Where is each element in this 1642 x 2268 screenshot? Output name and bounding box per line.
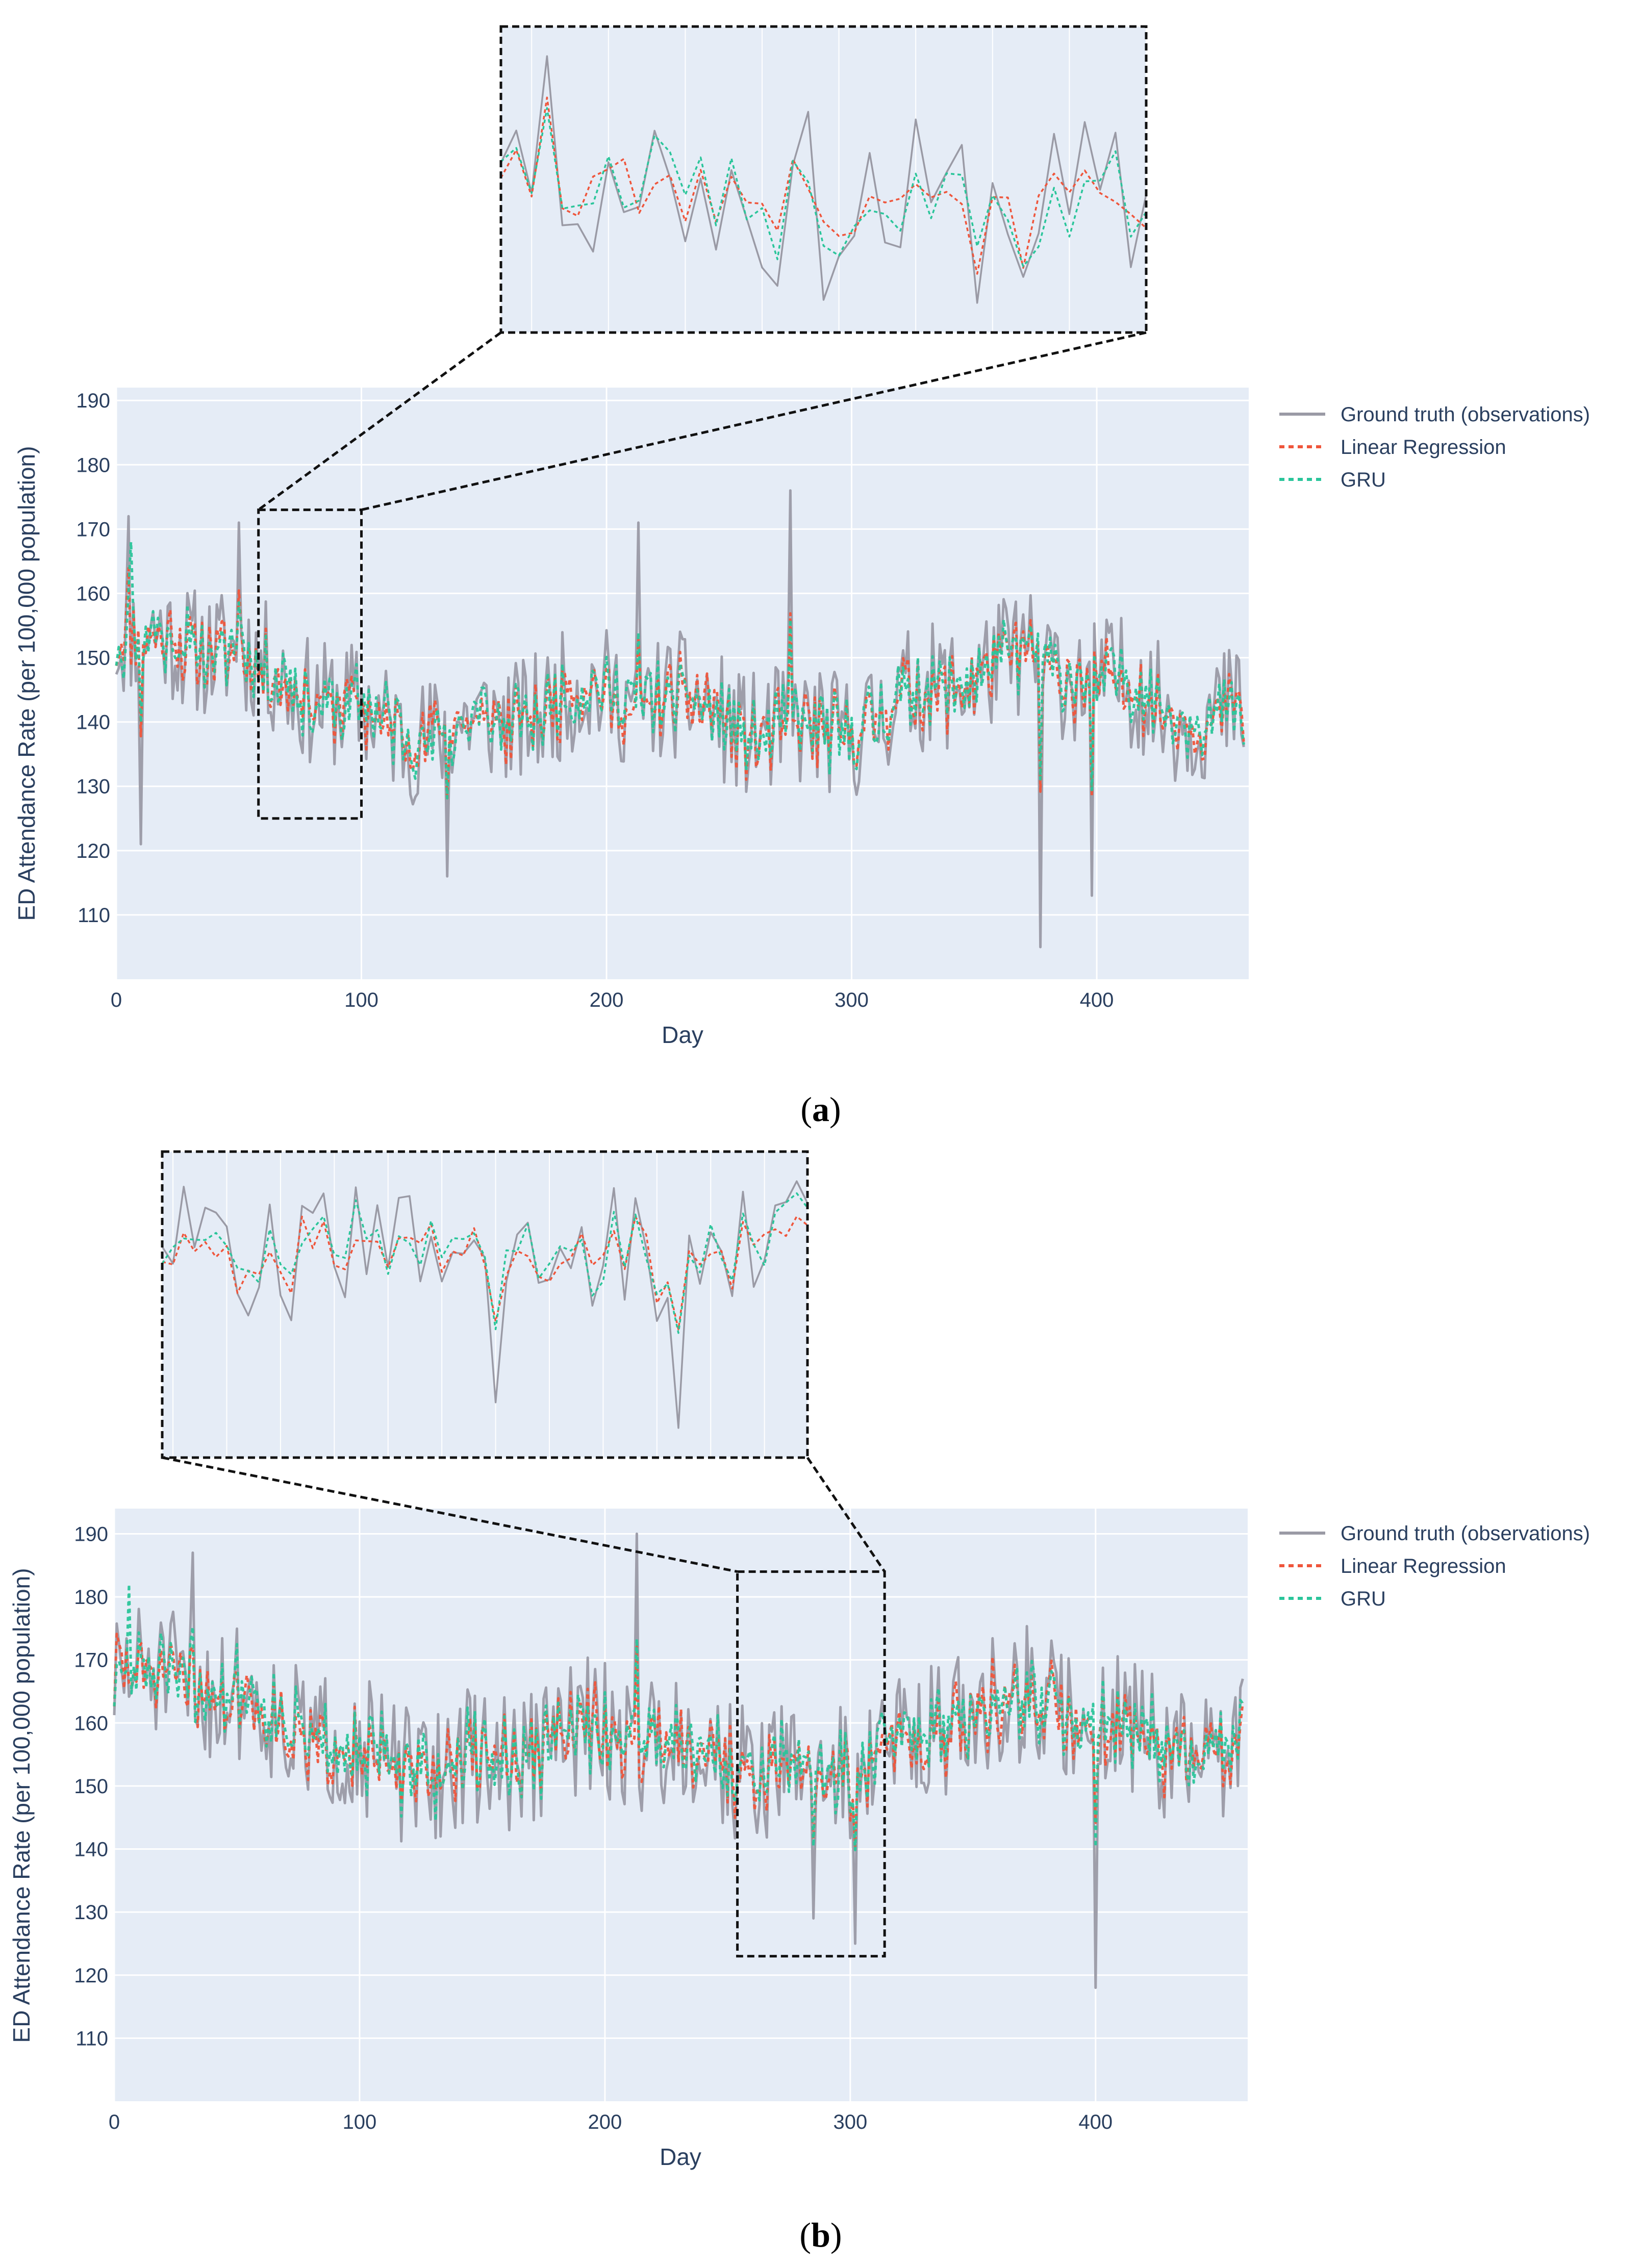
y-tick-label-a: 170 [76, 518, 110, 541]
series-line-linear-regression-a [115, 567, 1245, 802]
y-tick-label-b: 110 [75, 2027, 108, 2050]
zoom-rectangle-b [736, 1570, 886, 1958]
zoom-box-a [257, 25, 1148, 820]
series-line-ground-truth-b [113, 1532, 1244, 1989]
y-tick-label-b: 160 [74, 1712, 108, 1735]
inset-series-line-linear-regression-a [500, 96, 1147, 275]
legend-label-gru-a: GRU [1341, 469, 1386, 491]
x-axis-title-a: Day [662, 1022, 703, 1048]
y-tick-label-a: 190 [76, 390, 110, 412]
legend-label-ground-truth-b: Ground truth (observations) [1341, 1522, 1590, 1545]
connector-line-right-b [806, 1457, 886, 1573]
y-tick-label-a: 180 [76, 454, 110, 476]
panel-label-a: (a) [800, 1090, 841, 1129]
y-tick-label-a: 150 [76, 647, 110, 670]
y-tick-label-b: 170 [74, 1649, 108, 1672]
series-b [113, 1532, 1244, 1989]
inset-series-line-gru-b [161, 1192, 809, 1334]
plot-background-b [114, 1509, 1248, 2101]
y-tick-label-b: 120 [74, 1965, 108, 1987]
x-tick-label-b: 300 [833, 2111, 867, 2133]
connector-line-left-a [258, 331, 502, 511]
x-tick-label-a: 400 [1080, 989, 1114, 1011]
inset-frame-a [499, 25, 1148, 334]
ticks-a: 110 120 130 140 150 160 170 180 190 0 100 200 300 400 [76, 390, 1114, 1011]
legend-label-linear-regression-a: Linear Regression [1341, 436, 1506, 458]
y-tick-label-a: 160 [76, 582, 110, 605]
x-tick-label-a: 100 [344, 989, 378, 1011]
x-tick-label-b: 100 [343, 2111, 377, 2133]
x-tick-label-b: 0 [109, 2111, 120, 2133]
y-axis-title-b: ED Attendance Rate (per 100,000 populati… [8, 1568, 35, 2043]
legend-label-ground-truth-a: Ground truth (observations) [1341, 403, 1590, 426]
inset-frame-b [161, 1150, 809, 1459]
x-tick-label-a: 0 [111, 989, 122, 1011]
y-tick-label-b: 150 [74, 1775, 108, 1798]
series-line-gru-b [113, 1583, 1244, 1851]
inset-series-line-gru-a [500, 107, 1147, 268]
panel-a: 110 120 130 140 150 160 170 180 190 0 100 200 300 400… [13, 25, 1590, 1129]
inset-a [500, 27, 1147, 333]
legend-label-gru-b: GRU [1341, 1588, 1386, 1610]
legend-a: Ground truth (observations) Linear Regre… [1279, 403, 1590, 491]
y-tick-label-a: 120 [76, 840, 110, 862]
zoom-rectangle-a [257, 508, 363, 820]
series-a [115, 489, 1245, 949]
y-tick-label-a: 130 [76, 776, 110, 798]
x-axis-title-b: Day [660, 2144, 701, 2170]
inset-b [161, 1152, 809, 1458]
zoom-box-b [161, 1150, 886, 1958]
inset-series-line-ground-truth-a [500, 55, 1147, 304]
panel-b: 110 120 130 140 150 160 170 180 190 0 100 200 300 400… [8, 1150, 1590, 2254]
panel-label-a-letter: a [812, 1090, 829, 1129]
x-tick-label-a: 300 [835, 989, 869, 1011]
ticks-b: 110 120 130 140 150 160 170 180 190 0 100 200 300 400 [74, 1523, 1113, 2133]
y-tick-label-a: 140 [76, 711, 110, 734]
inset-background-b [162, 1152, 807, 1458]
y-tick-label-a: 110 [78, 904, 110, 927]
panel-label-b: (b) [799, 2215, 842, 2254]
legend-b: Ground truth (observations) Linear Regre… [1279, 1522, 1590, 1610]
inset-series-line-linear-regression-b [162, 1215, 809, 1331]
y-tick-label-b: 180 [74, 1586, 108, 1609]
y-tick-label-b: 190 [74, 1523, 108, 1545]
x-tick-label-b: 200 [588, 2111, 622, 2133]
series-line-linear-regression-b [113, 1633, 1244, 1848]
connector-line-left-b [162, 1456, 738, 1573]
grid-a [115, 388, 1249, 979]
y-axis-title-a: ED Attendance Rate (per 100,000 populati… [13, 446, 40, 921]
y-tick-label-b: 130 [74, 1901, 108, 1924]
x-tick-label-a: 200 [590, 989, 624, 1011]
panel-label-b-letter: b [811, 2215, 830, 2254]
legend-label-linear-regression-b: Linear Regression [1341, 1555, 1506, 1577]
y-tick-label-b: 140 [74, 1839, 108, 1861]
x-tick-label-b: 400 [1078, 2111, 1113, 2133]
